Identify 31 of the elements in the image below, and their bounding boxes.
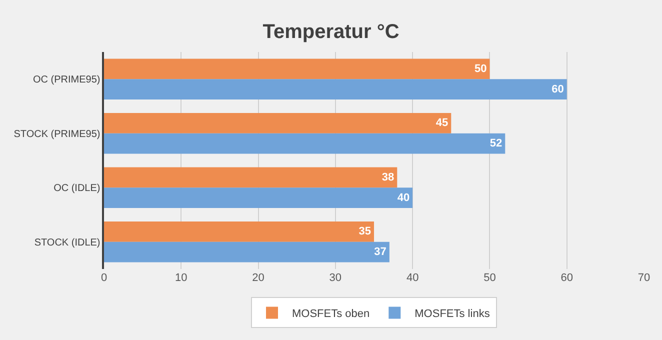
chart-title: Temperatur °C xyxy=(262,20,400,43)
data-label: 40 xyxy=(397,192,410,204)
y-tick-label: OC (PRIME95) xyxy=(33,74,100,86)
data-label: 35 xyxy=(358,226,371,238)
x-tick-label: 50 xyxy=(484,272,496,284)
data-label: 45 xyxy=(436,117,448,130)
bar xyxy=(104,133,506,154)
data-label: 37 xyxy=(374,246,386,258)
bar xyxy=(104,58,490,80)
bar xyxy=(104,167,398,188)
x-tick-label: 40 xyxy=(406,272,419,284)
bar xyxy=(104,79,567,100)
data-label: 50 xyxy=(474,62,487,75)
y-tick-label: STOCK (IDLE) xyxy=(34,237,100,248)
bar xyxy=(104,188,413,208)
x-tick-label: 30 xyxy=(329,272,342,284)
x-tick-label: 10 xyxy=(175,272,188,284)
bar xyxy=(104,242,390,262)
legend-label: MOSFETs links xyxy=(414,308,490,320)
x-tick-label: 70 xyxy=(638,272,650,284)
data-label: 38 xyxy=(382,171,394,184)
bar xyxy=(104,222,374,242)
data-label: 52 xyxy=(490,138,502,150)
bar xyxy=(104,113,452,134)
x-tick-label: 60 xyxy=(560,272,573,284)
x-tick-label: 0 xyxy=(100,272,108,284)
legend-label: MOSFETs oben xyxy=(292,308,370,320)
data-label: 60 xyxy=(552,83,564,96)
x-tick-label: 20 xyxy=(252,272,264,284)
y-tick-label: OC (IDLE) xyxy=(54,183,100,194)
y-tick-label: STOCK (PRIME95) xyxy=(14,128,100,140)
